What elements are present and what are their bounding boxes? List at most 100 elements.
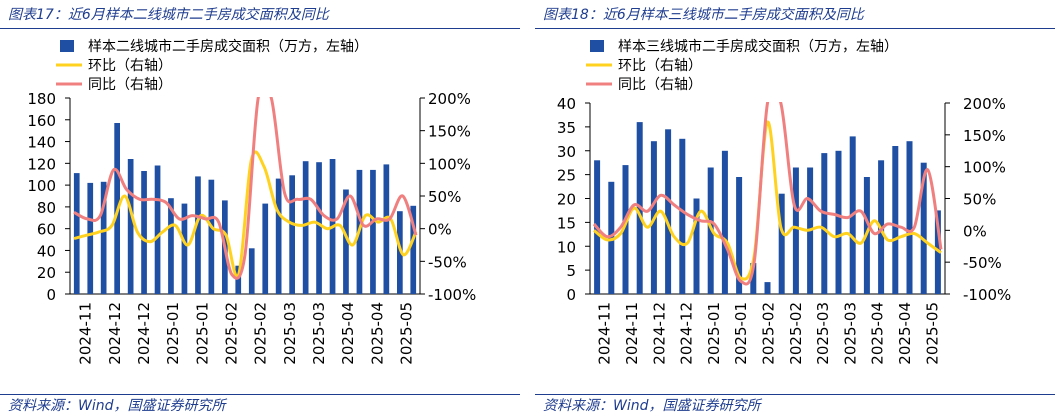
- bar: [721, 150, 728, 295]
- bar: [195, 176, 201, 294]
- bar: [275, 178, 282, 294]
- bar: [693, 198, 700, 294]
- bar: [168, 198, 174, 294]
- right-tick-label: 200%: [963, 95, 1006, 113]
- left-tick-label: 25: [557, 167, 576, 185]
- bar: [73, 173, 80, 294]
- left-axis: 0 20 40 60 80 100 120 140 160 180: [27, 90, 71, 304]
- x-tick-label: 2025-01: [732, 302, 750, 365]
- left-tick-label: 40: [557, 95, 576, 113]
- x-tick-label: 2024-12: [678, 302, 696, 365]
- bar: [410, 205, 417, 294]
- bar: [235, 265, 242, 294]
- right-tick-label: -50%: [428, 253, 467, 271]
- bar: [892, 146, 899, 294]
- left-tick-label: 160: [27, 112, 56, 130]
- x-tick-label: 2024-12: [650, 302, 668, 365]
- left-tick-label: 80: [37, 199, 56, 217]
- left-axis: 0 5 10 15 20 25 30 35 40: [557, 95, 591, 304]
- bar: [835, 150, 842, 295]
- figure-18: 图表18：近6月样本三线城市二手房成交面积及同比 样本三线城市二手房成交面积（万…: [535, 0, 1055, 417]
- x-tick-label: 2025-04: [896, 302, 914, 365]
- bar: [608, 181, 615, 294]
- figure-title: 图表18：近6月样本三线城市二手房成交面积及同比: [543, 7, 864, 23]
- right-tick-label: 100%: [428, 155, 471, 173]
- right-tick-label: 50%: [963, 191, 996, 209]
- bar: [208, 179, 215, 294]
- bar: [906, 141, 913, 294]
- bar-series: [594, 122, 941, 295]
- chart-legend: 样本二线城市二手房成交面积（万方，左轴） 环比（右轴） 同比（右轴）: [56, 38, 368, 93]
- x-tick-label: 2025-03: [310, 302, 328, 365]
- bar: [87, 182, 94, 294]
- bar: [302, 161, 309, 294]
- x-tick-label: 2025-02: [760, 302, 778, 365]
- figure-17: 图表17：近6月样本二线城市二手房成交面积及同比 样本二线城市二手房成交面积（万…: [0, 0, 520, 417]
- bar: [383, 164, 390, 294]
- left-tick-label: 60: [37, 221, 56, 239]
- bar: [736, 177, 743, 294]
- legend-label: 同比（右轴）: [88, 77, 172, 93]
- legend-label: 样本三线城市二手房成交面积（万方，左轴）: [618, 38, 898, 55]
- legend-label: 样本二线城市二手房成交面积（万方，左轴）: [88, 38, 368, 55]
- bar: [792, 167, 799, 294]
- x-tick-label: 2025-04: [368, 302, 386, 365]
- left-tick-label: 20: [37, 264, 56, 282]
- figure-source: 资料来源：Wind，国盛证券研究所: [543, 398, 761, 414]
- right-tick-label: -50%: [963, 254, 1002, 272]
- bar: [665, 129, 672, 294]
- x-tick-label: 2024-11: [623, 302, 641, 365]
- legend-label: 环比（右轴）: [618, 58, 702, 74]
- figure-title: 图表17：近6月样本二线城市二手房成交面积及同比: [8, 7, 329, 23]
- bar: [141, 171, 147, 294]
- left-tick-label: 0: [566, 286, 576, 304]
- right-tick-label: 0%: [963, 222, 987, 240]
- yoy-line: [592, 102, 943, 286]
- right-tick-label: -100%: [428, 286, 476, 304]
- bar: [316, 162, 322, 294]
- left-tick-label: 5: [566, 262, 576, 280]
- right-axis: -100% -50% 0% 50% 100% 150% 200%: [419, 90, 476, 304]
- legend-swatch-bar: [60, 40, 74, 52]
- right-tick-label: -100%: [963, 286, 1011, 304]
- bar: [821, 153, 828, 294]
- bar: [289, 175, 295, 294]
- bar: [262, 203, 269, 294]
- legend-swatch-bar: [590, 40, 604, 52]
- x-tick-label: 2024-11: [77, 302, 95, 365]
- chart-17: 样本二线城市二手房成交面积（万方，左轴） 环比（右轴） 同比（右轴） 0 20 40 60 8…: [27, 38, 476, 365]
- bar: [181, 203, 188, 294]
- left-tick-label: 100: [27, 177, 56, 195]
- x-tick-label: 2025-05: [923, 302, 941, 365]
- bar: [707, 167, 714, 294]
- right-tick-label: 0%: [428, 221, 452, 239]
- x-tick-label: 2025-01: [164, 302, 182, 365]
- bar: [100, 181, 107, 294]
- title-divider: [535, 28, 1055, 29]
- right-tick-label: 150%: [428, 123, 471, 141]
- x-tick-label: 2025-01: [193, 302, 211, 365]
- chart-legend: 样本三线城市二手房成交面积（万方，左轴） 环比（右轴） 同比（右轴）: [586, 38, 898, 93]
- legend-label: 同比（右轴）: [618, 77, 702, 93]
- bar: [397, 211, 403, 294]
- x-tick-label: 2025-02: [252, 302, 270, 365]
- x-tick-label: 2024-11: [596, 302, 614, 365]
- bar: [750, 263, 757, 294]
- yoy-line: [73, 97, 418, 280]
- x-tick-label: 2025-02: [787, 302, 805, 365]
- right-tick-label: 200%: [428, 90, 471, 108]
- left-tick-label: 30: [557, 143, 576, 161]
- bar: [370, 169, 376, 294]
- right-tick-label: 100%: [963, 159, 1006, 177]
- left-tick-label: 10: [557, 238, 576, 256]
- bar: [778, 193, 785, 294]
- left-tick-label: 140: [27, 134, 56, 152]
- bar: [920, 162, 927, 294]
- source-divider: [535, 394, 1055, 395]
- left-tick-label: 20: [557, 191, 576, 209]
- left-tick-label: 35: [557, 119, 576, 137]
- mom-line: [73, 150, 418, 279]
- source-divider: [0, 394, 520, 395]
- bar: [679, 138, 686, 294]
- left-tick-label: 0: [46, 286, 56, 304]
